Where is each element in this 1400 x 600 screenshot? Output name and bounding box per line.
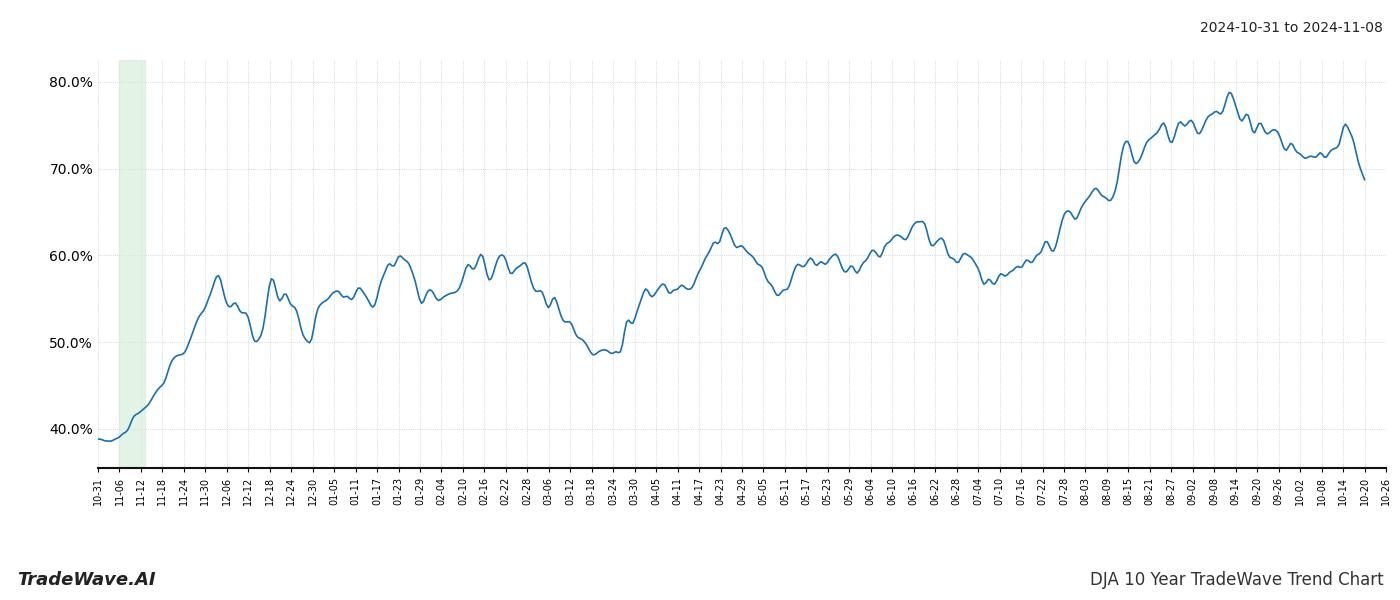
Text: TradeWave.AI: TradeWave.AI xyxy=(17,571,155,589)
Text: 2024-10-31 to 2024-11-08: 2024-10-31 to 2024-11-08 xyxy=(1200,21,1383,35)
Text: DJA 10 Year TradeWave Trend Chart: DJA 10 Year TradeWave Trend Chart xyxy=(1089,571,1383,589)
Bar xyxy=(119,60,146,468)
